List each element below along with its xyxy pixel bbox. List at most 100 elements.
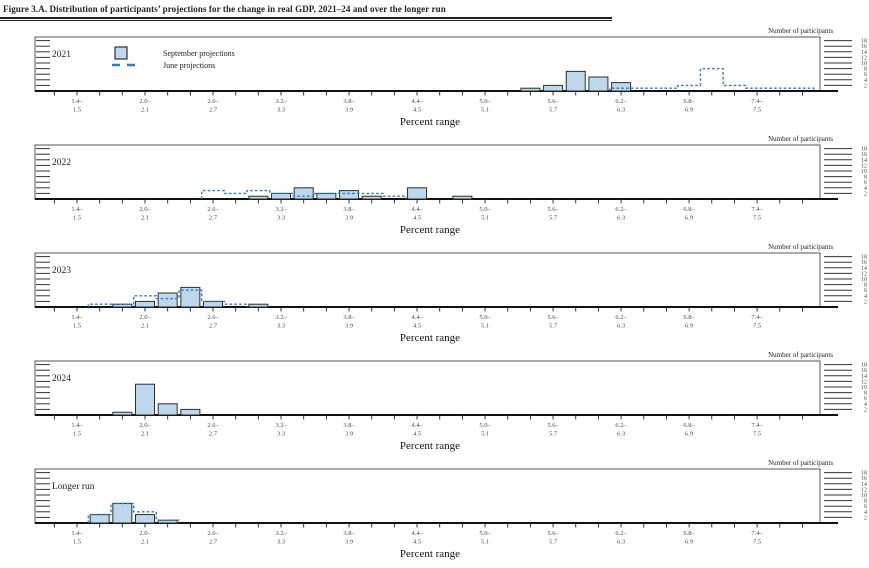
x-tick-label: 6.9 [685,107,693,114]
x-tick-label: 2.7 [209,431,218,438]
x-tick-label: 4.4– [411,530,423,537]
september-bar [452,195,473,200]
y-tick-label: 16 [861,260,867,266]
x-tick-label: 2.0– [139,530,151,537]
y-tick-label: 6 [864,288,867,294]
x-tick-label: 2.6– [207,206,219,213]
x-tick-label: 1.5 [73,215,81,222]
x-tick-label: 5.1 [481,215,489,222]
y-tick-label: 14 [861,482,867,488]
y-tick-label: 12 [861,487,867,493]
x-tick-label: 7.5 [753,431,761,438]
x-tick-label: 2.0– [139,206,151,213]
x-tick-label: 4.4– [411,98,423,105]
y-tick-label: 14 [861,374,867,380]
x-tick-label: 7.4– [751,530,763,537]
panel-year-label: 2022 [52,158,71,168]
september-bar [112,303,133,308]
y-tick-label: 10 [861,277,867,283]
x-tick-label: 6.9 [685,431,693,438]
x-tick-label: 6.8– [683,98,695,105]
y-tick-label: 18 [861,255,867,261]
title-divider [0,17,612,21]
x-tick-label: 1.4– [71,98,83,105]
legend-june-label: June projections [163,61,215,70]
x-tick-label: 6.2– [615,314,627,321]
y-tick-label: 10 [861,385,867,391]
x-tick-label: 5.7 [549,215,558,222]
legend-september-label: September projections [163,49,235,58]
x-tick-label: 3.8– [343,98,355,105]
x-tick-label: 6.3 [617,431,625,438]
x-tick-label: 3.2– [275,422,287,429]
x-tick-label: 3.8– [343,530,355,537]
x-tick-label: 2.6– [207,98,219,105]
september-bar [112,502,133,524]
x-tick-label: 1.4– [71,422,83,429]
y-tick-label: 6 [864,396,867,402]
x-tick-label: 5.0– [479,98,491,105]
september-bar [248,303,269,308]
x-tick-label: 4.5 [413,431,421,438]
x-axis-label: Percent range [400,224,460,236]
september-bar [407,187,428,200]
september-bar [135,300,156,308]
x-tick-label: 5.6– [547,98,559,105]
x-tick-label: 7.4– [751,422,763,429]
y-tick-label: 6 [864,72,867,78]
x-tick-label: 3.8– [343,422,355,429]
x-tick-label: 2.7 [209,323,218,330]
x-tick-label: 5.7 [549,539,558,546]
x-tick-label: 3.8– [343,206,355,213]
x-tick-label: 5.7 [549,323,558,330]
y-tick-label: 12 [861,271,867,277]
y-tick-label: 14 [861,158,867,164]
x-tick-label: 1.5 [73,539,81,546]
x-tick-label: 6.2– [615,530,627,537]
x-tick-label: 4.4– [411,206,423,213]
panel-frame [34,252,821,308]
x-tick-label: 4.5 [413,323,421,330]
y-tick-label: 4 [864,510,867,516]
x-tick-label: 2.1 [141,539,149,546]
y-tick-label: 8 [864,283,867,289]
x-axis-label: Percent range [400,332,460,344]
x-tick-label: 1.5 [73,323,81,330]
september-bar [180,408,201,416]
y-tick-label: 2 [864,83,867,89]
x-tick-label: 7.5 [753,323,761,330]
y-tick-label: 2 [864,407,867,413]
x-tick-label: 6.3 [617,215,625,222]
panel-year-label: Longer run [52,482,95,492]
x-tick-label: 6.8– [683,530,695,537]
y-axis-label: Number of participants [768,459,833,467]
y-tick-label: 14 [861,266,867,272]
x-tick-label: 6.9 [685,539,693,546]
y-axis-label: Number of participants [768,351,833,359]
y-tick-label: 18 [861,147,867,153]
x-axis-label: Percent range [400,548,460,560]
y-tick-label: 2 [864,515,867,521]
x-tick-label: 2.6– [207,314,219,321]
x-tick-label: 3.9 [345,431,353,438]
x-tick-label: 3.2– [275,314,287,321]
y-tick-label: 2 [864,299,867,305]
y-tick-label: 4 [864,294,867,300]
x-tick-label: 3.3 [277,539,285,546]
legend-september-swatch [114,46,128,60]
x-tick-label: 5.7 [549,107,558,114]
x-tick-label: 3.8– [343,314,355,321]
y-tick-label: 4 [864,186,867,192]
x-tick-label: 7.4– [751,314,763,321]
panel-2024: Number of participants 2 4 6 8 10 12 14 16 18 1.4–… [0,345,869,453]
x-tick-label: 2.6– [207,422,219,429]
x-tick-label: 3.3 [277,431,285,438]
x-tick-label: 3.9 [345,107,353,114]
x-tick-label: 5.6– [547,314,559,321]
september-bar [248,195,269,200]
june-projection-outline [201,189,407,199]
september-bar [339,190,360,200]
september-bar [361,195,382,200]
september-bar [157,292,178,308]
